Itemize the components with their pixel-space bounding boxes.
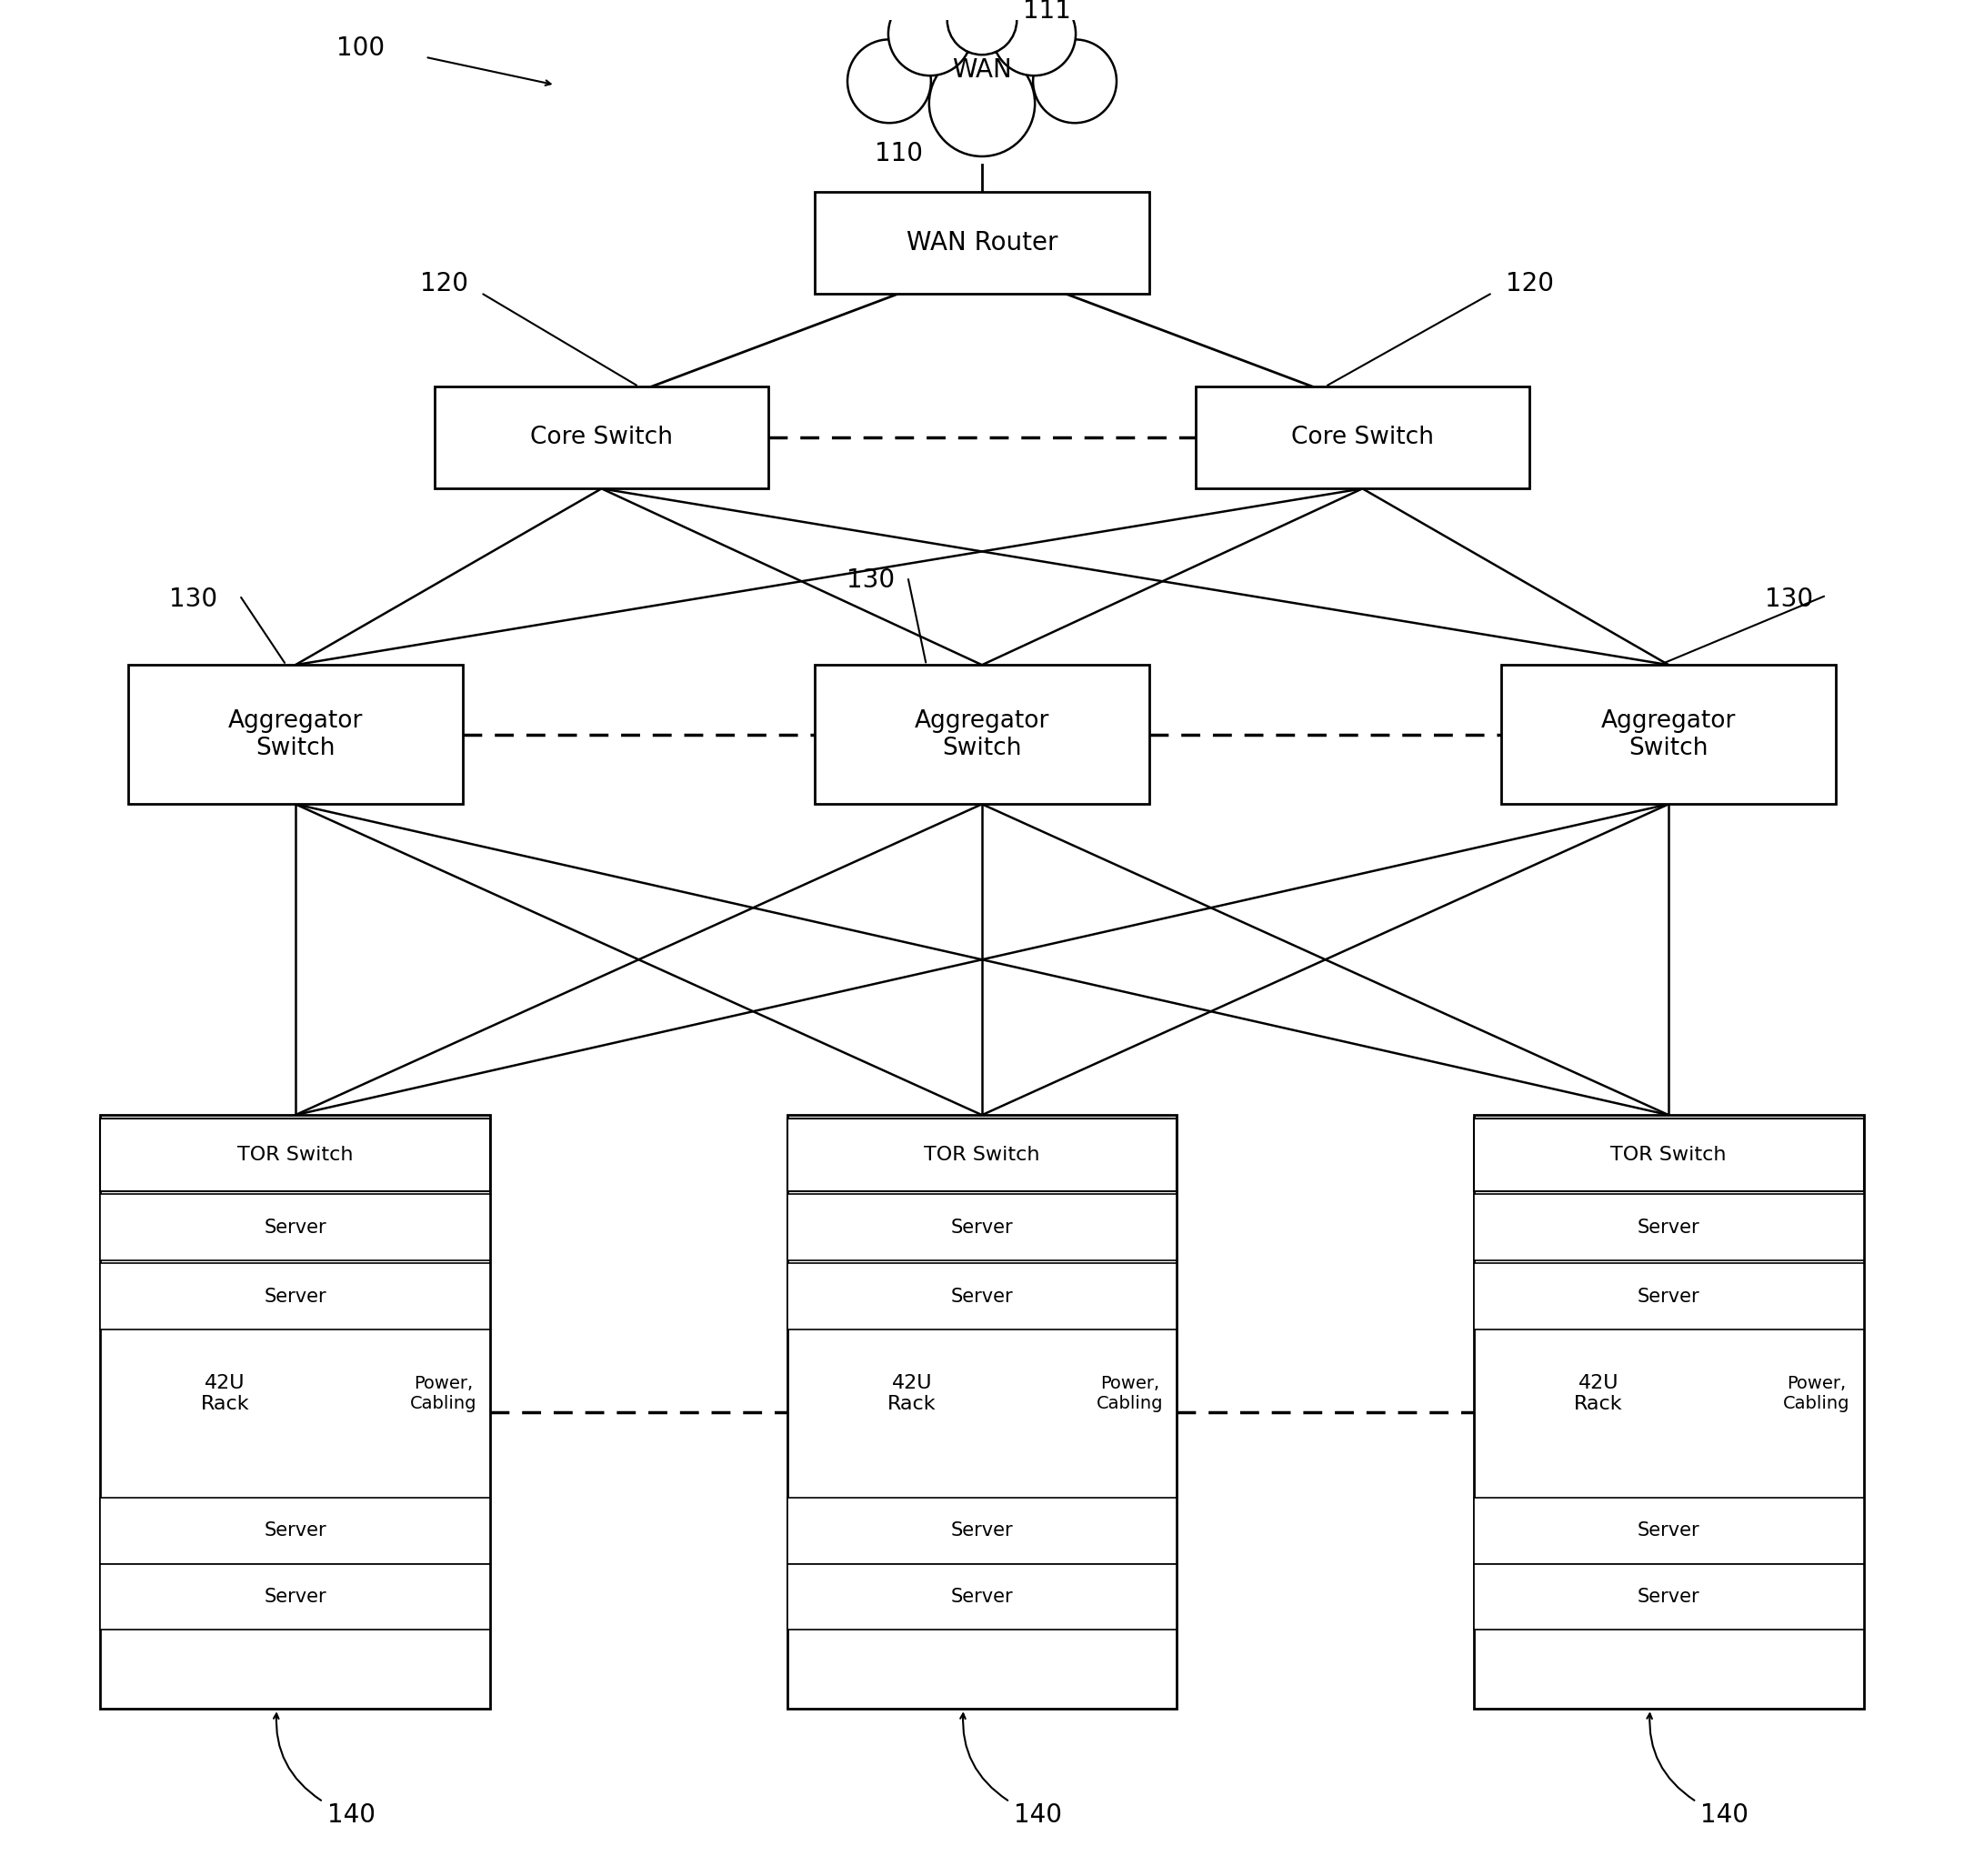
Text: 120: 120 (420, 270, 467, 296)
FancyBboxPatch shape (100, 1114, 491, 1709)
Text: 42U
Rack: 42U Rack (888, 1373, 937, 1413)
FancyBboxPatch shape (788, 1118, 1176, 1191)
Text: Server: Server (1638, 1521, 1701, 1540)
FancyBboxPatch shape (100, 1497, 491, 1565)
FancyBboxPatch shape (1473, 1114, 1864, 1709)
Text: Server: Server (951, 1587, 1013, 1606)
FancyBboxPatch shape (1502, 664, 1836, 805)
Text: 140: 140 (326, 1803, 375, 1827)
FancyBboxPatch shape (1196, 386, 1530, 488)
Text: Aggregator
Switch: Aggregator Switch (1601, 709, 1736, 760)
Text: Power,
Cabling: Power, Cabling (410, 1375, 477, 1413)
Text: TOR Switch: TOR Switch (238, 1146, 354, 1163)
FancyBboxPatch shape (1473, 1497, 1864, 1565)
Circle shape (947, 0, 1017, 54)
Text: Server: Server (1638, 1287, 1701, 1306)
Text: WAN: WAN (953, 58, 1011, 83)
Text: Core Switch: Core Switch (530, 426, 674, 450)
FancyBboxPatch shape (100, 1118, 491, 1191)
Text: Server: Server (263, 1218, 326, 1236)
Text: Server: Server (951, 1218, 1013, 1236)
FancyBboxPatch shape (815, 664, 1149, 805)
FancyBboxPatch shape (788, 1264, 1176, 1330)
Text: Server: Server (263, 1287, 326, 1306)
FancyBboxPatch shape (434, 386, 768, 488)
Text: TOR Switch: TOR Switch (923, 1146, 1041, 1163)
FancyBboxPatch shape (1473, 1565, 1864, 1630)
Text: 120: 120 (1504, 270, 1554, 296)
Text: Server: Server (951, 1521, 1013, 1540)
Text: 110: 110 (874, 141, 923, 167)
FancyBboxPatch shape (815, 191, 1149, 295)
Text: Server: Server (263, 1521, 326, 1540)
Text: 42U
Rack: 42U Rack (1573, 1373, 1622, 1413)
FancyBboxPatch shape (100, 1195, 491, 1261)
Text: Core Switch: Core Switch (1290, 426, 1434, 450)
Text: Power,
Cabling: Power, Cabling (1096, 1375, 1163, 1413)
FancyBboxPatch shape (788, 1565, 1176, 1630)
Text: Power,
Cabling: Power, Cabling (1783, 1375, 1850, 1413)
Text: Server: Server (1638, 1587, 1701, 1606)
Text: 42U
Rack: 42U Rack (200, 1373, 249, 1413)
Text: 111: 111 (1023, 0, 1070, 23)
Circle shape (929, 51, 1035, 156)
Text: 130: 130 (169, 587, 218, 612)
FancyBboxPatch shape (100, 1565, 491, 1630)
FancyBboxPatch shape (100, 1264, 491, 1330)
Text: TOR Switch: TOR Switch (1610, 1146, 1726, 1163)
Text: Aggregator
Switch: Aggregator Switch (228, 709, 363, 760)
Text: Aggregator
Switch: Aggregator Switch (915, 709, 1049, 760)
FancyBboxPatch shape (788, 1114, 1176, 1709)
Text: 140: 140 (1701, 1803, 1748, 1827)
Circle shape (1033, 39, 1118, 124)
Circle shape (888, 0, 972, 75)
Text: Server: Server (263, 1587, 326, 1606)
Text: Server: Server (951, 1287, 1013, 1306)
Text: 130: 130 (1766, 587, 1813, 612)
Text: Server: Server (1638, 1218, 1701, 1236)
FancyBboxPatch shape (788, 1195, 1176, 1261)
Text: 100: 100 (336, 36, 385, 60)
FancyBboxPatch shape (1473, 1264, 1864, 1330)
FancyBboxPatch shape (1473, 1118, 1864, 1191)
Circle shape (992, 0, 1076, 75)
FancyBboxPatch shape (1473, 1195, 1864, 1261)
Text: 140: 140 (1013, 1803, 1063, 1827)
FancyBboxPatch shape (788, 1497, 1176, 1565)
Text: WAN Router: WAN Router (905, 231, 1059, 255)
Circle shape (846, 39, 931, 124)
FancyBboxPatch shape (128, 664, 462, 805)
Text: 130: 130 (846, 568, 896, 593)
